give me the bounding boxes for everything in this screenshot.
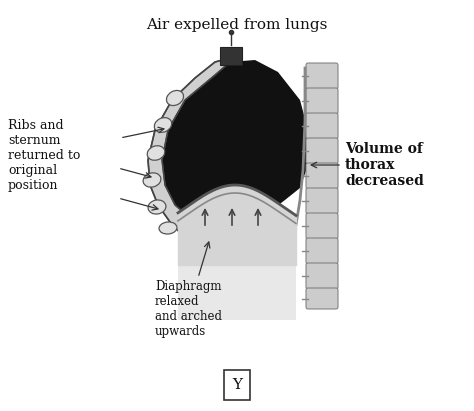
Ellipse shape [159, 222, 177, 234]
Ellipse shape [143, 173, 161, 187]
Ellipse shape [148, 200, 166, 214]
Ellipse shape [166, 90, 183, 106]
Text: Diaphragm
relaxed
and arched
upwards: Diaphragm relaxed and arched upwards [155, 280, 222, 338]
Text: Y: Y [232, 378, 242, 392]
Text: Ribs and
sternum
returned to
original
position: Ribs and sternum returned to original po… [8, 118, 81, 192]
FancyBboxPatch shape [306, 263, 338, 289]
FancyBboxPatch shape [306, 188, 338, 214]
FancyBboxPatch shape [306, 88, 338, 114]
Ellipse shape [147, 146, 165, 160]
Text: Volume of
thorax
decreased: Volume of thorax decreased [345, 142, 424, 188]
Text: Air expelled from lungs: Air expelled from lungs [146, 18, 328, 32]
Ellipse shape [155, 118, 172, 132]
FancyBboxPatch shape [306, 163, 338, 189]
FancyBboxPatch shape [306, 63, 338, 89]
FancyBboxPatch shape [220, 47, 242, 65]
Polygon shape [178, 265, 296, 320]
FancyBboxPatch shape [306, 138, 338, 164]
Polygon shape [148, 58, 230, 254]
FancyBboxPatch shape [306, 113, 338, 139]
FancyBboxPatch shape [306, 238, 338, 264]
FancyBboxPatch shape [306, 288, 338, 309]
Polygon shape [162, 60, 308, 228]
FancyBboxPatch shape [306, 213, 338, 239]
